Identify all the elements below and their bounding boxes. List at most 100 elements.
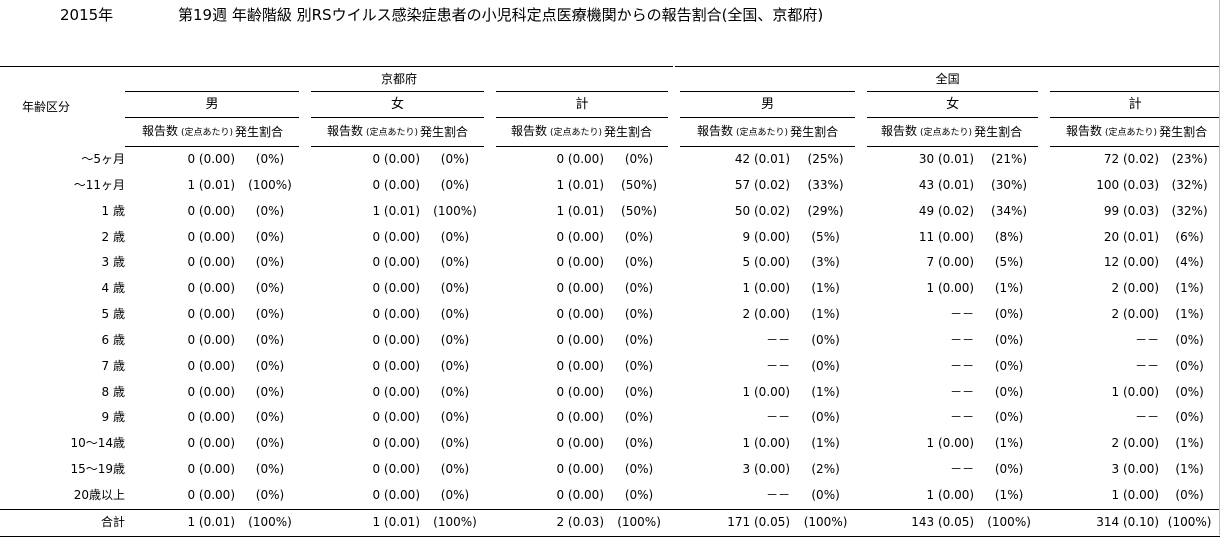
count-cell: 0 (0.00) [187, 410, 235, 425]
ratio-cell: (0%) [624, 410, 654, 425]
ratio-cell: (0%) [255, 332, 285, 347]
count-cell: 3 (0.00) [742, 462, 791, 477]
count-cell: 2 (0.00) [1111, 436, 1160, 451]
count-cell: 42 (0.01) [734, 152, 791, 166]
ratio-cell: (1%) [994, 281, 1024, 296]
ratio-cell: (0%) [440, 229, 470, 244]
count-cell: 314 (0.10) [1044, 508, 1160, 537]
ratio-cell: (0%) [440, 281, 470, 296]
ratio-cell: (0%) [1175, 384, 1204, 399]
ratio-cell: (0%) [1175, 358, 1204, 373]
count-cell: 0 (0.00) [372, 229, 420, 244]
sub-header-per-site-label: (定点あたり) [365, 128, 418, 138]
ratio-cell: (0%) [440, 307, 470, 322]
count-cell: －－ [950, 462, 975, 477]
ratio-cell: (0%) [255, 281, 285, 296]
sub-header-per-site-label: (定点あたり) [920, 128, 973, 138]
age-cell: 10～14歳 [70, 436, 125, 451]
count-cell: －－ [1135, 358, 1160, 373]
ratio-cell: (1%) [1175, 436, 1204, 451]
group-header-national-male: 男 [668, 91, 862, 118]
page-title: 第19週 年齢階級 別RSウイルス感染症患者の小児科定点医療機関からの報告割合(… [178, 6, 824, 24]
count-cell: 0 (0.00) [187, 384, 235, 399]
ratio-cell: (0%) [440, 436, 470, 451]
ratio-cell: (30%) [991, 177, 1028, 192]
table-row: 3 歳 0 (0.00) (0%) 0 (0.00) (0%) 0 (0.00) (0%) 5… [0, 250, 1220, 276]
count-cell: 0 (0.00) [372, 487, 420, 502]
ratio-cell: (0%) [440, 255, 470, 270]
ratio-cell: (0%) [255, 152, 285, 166]
count-cell: 1 (0.01) [556, 177, 604, 192]
count-cell: 0 (0.00) [187, 358, 235, 373]
count-cell: 0 (0.00) [556, 229, 604, 244]
ratio-cell: (0%) [255, 487, 285, 502]
sub-header-ratio: 発生割合 [790, 117, 862, 147]
count-cell: 7 (0.00) [926, 255, 975, 270]
count-cell: 0 (0.00) [556, 436, 604, 451]
count-cell: 11 (0.00) [918, 229, 975, 244]
sub-header-count: 報告数 (定点あたり) [1038, 117, 1160, 147]
count-cell: 0 (0.00) [187, 462, 235, 477]
sub-header-ratio: 発生割合 [604, 117, 675, 147]
count-cell: －－ [950, 307, 975, 322]
table-row: 15～19歳 0 (0.00) (0%) 0 (0.00) (0%) 0 (0.00) (0… [0, 457, 1220, 483]
ratio-cell: (0%) [255, 384, 285, 399]
count-cell: 0 (0.00) [372, 152, 420, 166]
ratio-cell: (0%) [624, 281, 654, 296]
ratio-cell: (0%) [994, 410, 1024, 425]
sub-header-count-label: 報告数 [1066, 124, 1103, 138]
age-cell: ～5ヶ月 [81, 151, 125, 166]
count-cell: 0 (0.00) [556, 255, 604, 270]
ratio-cell: (100%) [1159, 508, 1220, 537]
count-cell: 0 (0.00) [556, 462, 604, 477]
ratio-cell: (0%) [624, 487, 654, 502]
sub-header-row: 報告数 (定点あたり) 発生割合 報告数 (定点あたり) 発生割合 報告数 (定点あたり) 発生… [0, 117, 1220, 147]
sub-header-per-site-label: (定点あたり) [1105, 128, 1158, 138]
group-header-national-female: 女 [855, 91, 1045, 118]
ratio-cell: (0%) [255, 462, 285, 477]
age-cell: 8 歳 [101, 384, 125, 399]
count-cell: 0 (0.00) [187, 332, 235, 347]
ratio-cell: (1%) [811, 307, 840, 322]
ratio-cell: (4%) [1175, 255, 1204, 270]
count-cell: 0 (0.00) [556, 487, 604, 502]
count-cell: 0 (0.00) [556, 410, 604, 425]
age-cell: 9 歳 [101, 410, 125, 425]
count-cell: 1 (0.00) [1111, 384, 1160, 399]
age-cell: 15～19歳 [70, 462, 125, 477]
sub-header-per-site-label: (定点あたり) [549, 128, 602, 138]
ratio-cell: (1%) [1175, 281, 1204, 296]
ratio-cell: (23%) [1171, 152, 1208, 166]
count-cell: －－ [766, 358, 791, 373]
ratio-cell: (0%) [811, 487, 840, 502]
count-cell: 1 (0.00) [926, 281, 975, 296]
count-cell: 0 (0.00) [556, 332, 604, 347]
sub-header-count-label: 報告数 [141, 124, 178, 138]
ratio-cell: (0%) [1175, 410, 1204, 425]
sub-header-count: 報告数 (定点あたり) [484, 117, 604, 147]
year-label: 2015年 [60, 6, 114, 24]
ratio-cell: (0%) [440, 332, 470, 347]
count-cell: 0 (0.00) [372, 307, 420, 322]
count-cell: 43 (0.01) [918, 177, 975, 192]
ratio-cell: (0%) [440, 358, 470, 373]
ratio-cell: (0%) [255, 358, 285, 373]
count-cell: －－ [950, 410, 975, 425]
table-row: ～11ヶ月 1 (0.01) (100%) 0 (0.00) (0%) 1 (0.01) (… [0, 173, 1220, 199]
count-cell: 171 (0.05) [674, 508, 791, 537]
count-cell: 2 (0.00) [1111, 281, 1160, 296]
sub-header-count: 報告数 (定点あたり) [855, 117, 975, 147]
count-cell: 0 (0.00) [372, 358, 420, 373]
ratio-cell: (3%) [811, 255, 840, 270]
ratio-cell: (0%) [255, 436, 285, 451]
ratio-cell: (6%) [1175, 229, 1204, 244]
ratio-cell: (100%) [604, 508, 675, 537]
ratio-cell: (1%) [811, 436, 840, 451]
ratio-cell: (0%) [994, 332, 1024, 347]
ratio-cell: (8%) [994, 229, 1024, 244]
count-cell: 143 (0.05) [861, 508, 975, 537]
title-row: 2015年 第19週 年齢階級 別RSウイルス感染症患者の小児科定点医療機関から… [0, 4, 1220, 26]
count-cell: 0 (0.00) [372, 255, 420, 270]
report-table: 年齢区分 京都府 全国 男 女 計 男 女 計 報告数 (定点あたり) 発生割合 報告… [0, 66, 1220, 537]
